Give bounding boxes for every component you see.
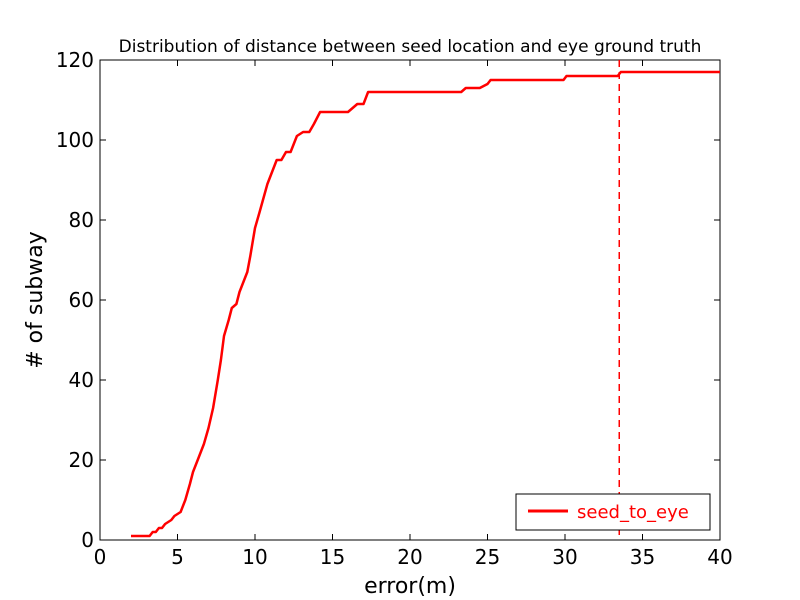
x-tick-label: 20 — [397, 545, 422, 569]
plot-area — [99, 59, 721, 541]
plot-frame — [99, 59, 721, 541]
x-tick-label: 40 — [707, 545, 732, 569]
y-tick-label: 80 — [69, 208, 94, 232]
y-tick-label: 0 — [81, 528, 94, 552]
x-axis-ticks: 0 5 10 15 20 25 30 35 40 — [94, 60, 733, 569]
x-axis-title: error(m) — [364, 574, 456, 599]
x-tick-label: 35 — [630, 545, 655, 569]
x-tick-label: 30 — [552, 545, 577, 569]
y-tick-label: 100 — [56, 128, 94, 152]
x-tick-label: 0 — [94, 545, 107, 569]
x-tick-label: 15 — [320, 545, 345, 569]
y-tick-label: 120 — [56, 48, 94, 72]
series-line-seed_to_eye — [131, 70, 720, 538]
y-axis-ticks: 0 20 40 60 80 100 120 — [56, 48, 720, 552]
legend: seed_to_eye — [515, 493, 711, 531]
y-axis-title: # of subway — [23, 231, 48, 369]
y-tick-label: 40 — [69, 368, 94, 392]
x-tick-label: 5 — [171, 545, 184, 569]
legend-label: seed_to_eye — [577, 502, 689, 523]
x-tick-label: 10 — [242, 545, 267, 569]
chart-title: Distribution of distance between seed lo… — [119, 37, 702, 57]
y-tick-label: 60 — [69, 288, 94, 312]
x-tick-label: 25 — [475, 545, 500, 569]
series-layer — [131, 70, 720, 538]
y-tick-label: 20 — [69, 448, 94, 472]
